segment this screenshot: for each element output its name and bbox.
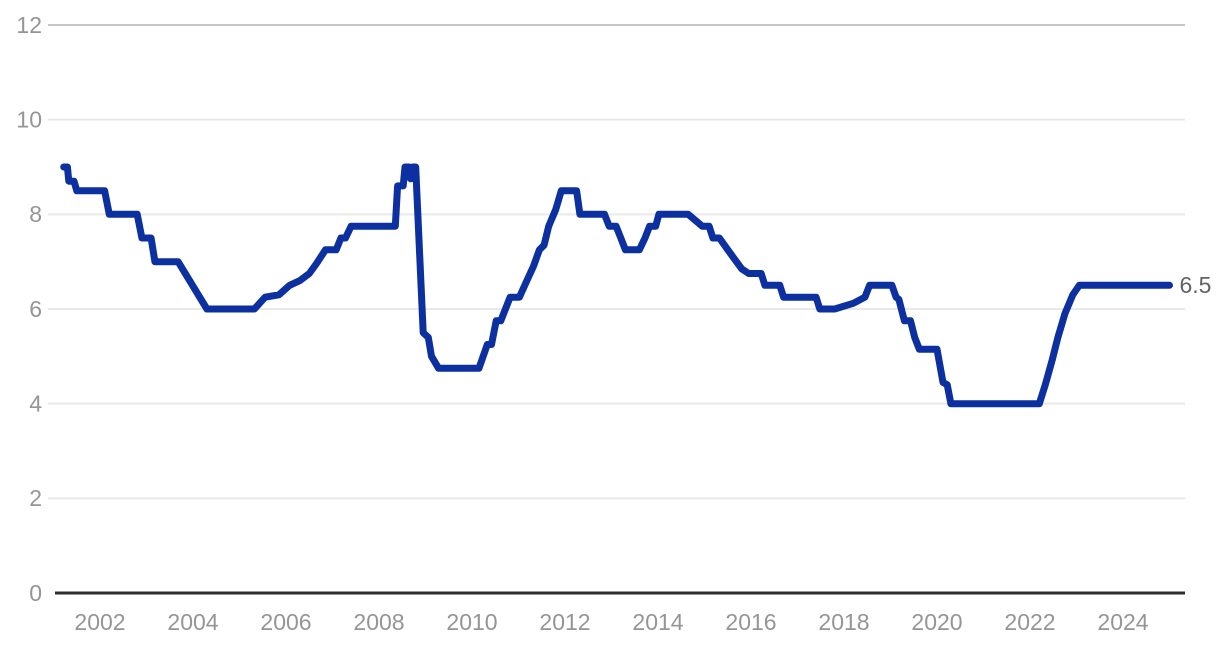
current-value-label: 6.5 — [1180, 272, 1212, 298]
y-tick-label: 10 — [16, 106, 42, 132]
x-tick-label: 2024 — [1097, 609, 1148, 635]
x-tick-label: 2018 — [818, 609, 869, 635]
x-tick-label: 2020 — [911, 609, 962, 635]
rate-line — [60, 163, 1173, 408]
x-tick-label: 2022 — [1004, 609, 1055, 635]
x-tick-label: 2012 — [539, 609, 590, 635]
x-tick-label: 2004 — [167, 609, 218, 635]
y-tick-label: 0 — [29, 580, 42, 606]
x-tick-label: 2002 — [74, 609, 125, 635]
x-tick-label: 2006 — [260, 609, 311, 635]
x-tick-label: 2016 — [725, 609, 776, 635]
y-tick-label: 4 — [29, 390, 42, 416]
x-tick-label: 2014 — [632, 609, 683, 635]
y-tick-label: 8 — [29, 201, 42, 227]
x-tick-label: 2010 — [446, 609, 497, 635]
y-tick-label: 6 — [29, 296, 42, 322]
y-tick-label: 2 — [29, 485, 42, 511]
y-tick-label: 12 — [16, 12, 42, 38]
x-tick-label: 2008 — [353, 609, 404, 635]
